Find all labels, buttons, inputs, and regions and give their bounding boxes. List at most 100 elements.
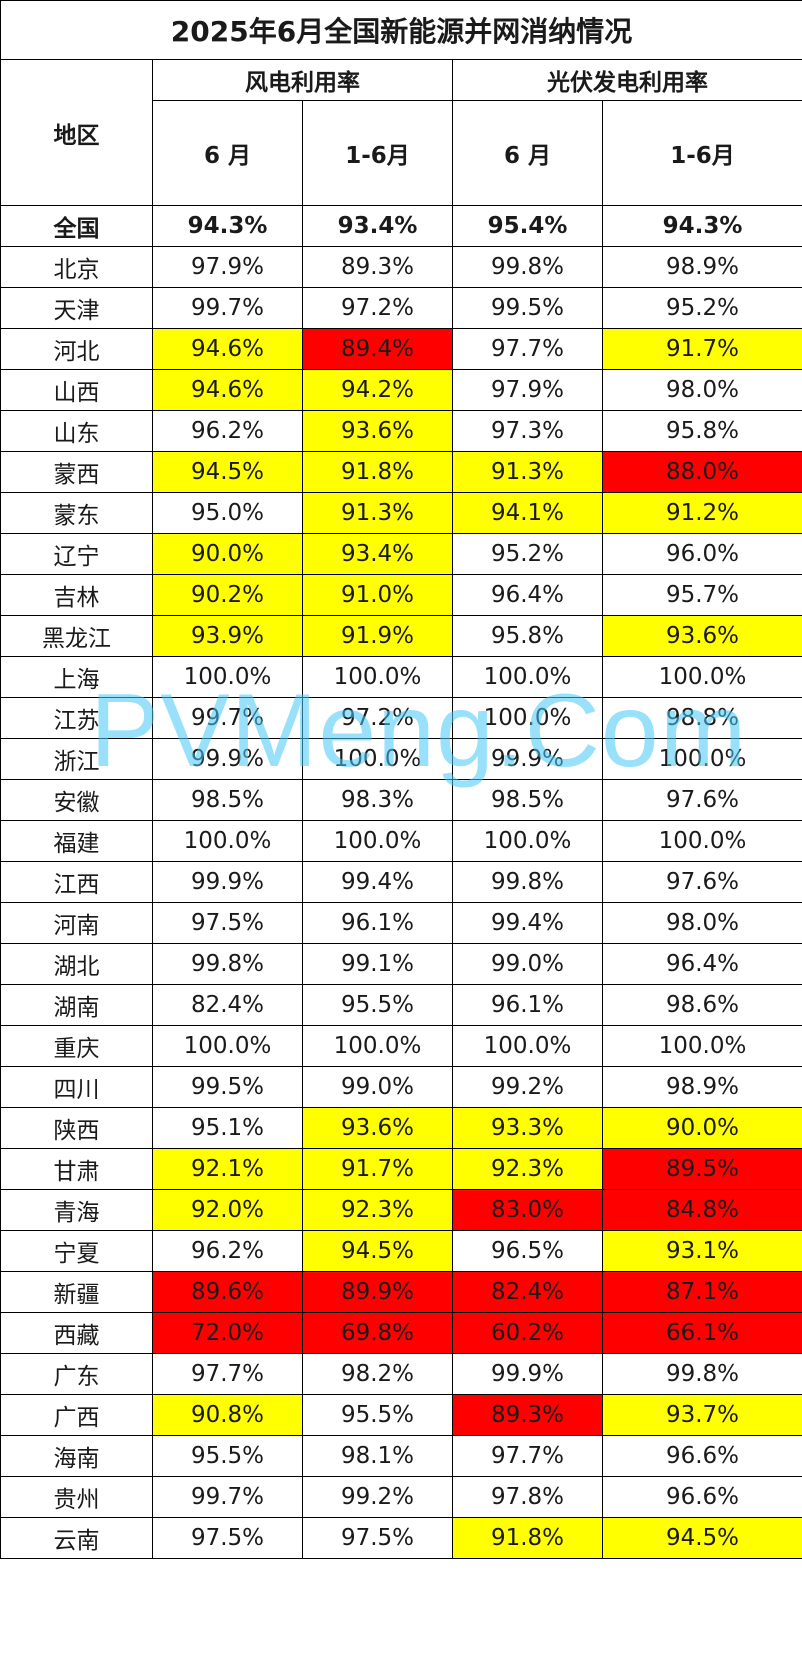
region-cell: 上海: [0, 656, 153, 698]
solar-ytd-cell: 98.6%: [602, 984, 802, 1026]
wind-ytd-cell: 89.9%: [302, 1271, 453, 1313]
wind-ytd-cell: 97.2%: [302, 287, 453, 329]
table-row: 宁夏 96.2% 94.5% 96.5% 93.1%: [0, 1230, 802, 1272]
wind-ytd-cell: 95.5%: [302, 984, 453, 1026]
region-cell: 重庆: [0, 1025, 153, 1067]
table-row: 新疆 89.6% 89.9% 82.4% 87.1%: [0, 1271, 802, 1313]
solar-month-cell: 95.4%: [452, 205, 603, 247]
solar-month-cell: 99.4%: [452, 902, 603, 944]
solar-ytd-cell: 98.8%: [602, 697, 802, 739]
solar-ytd-cell: 94.3%: [602, 205, 802, 247]
solar-ytd-cell: 100.0%: [602, 820, 802, 862]
solar-month-cell: 98.5%: [452, 779, 603, 821]
solar-month-cell: 96.5%: [452, 1230, 603, 1272]
table-row: 贵州 99.7% 99.2% 97.8% 96.6%: [0, 1476, 802, 1518]
wind-month-cell: 95.1%: [152, 1107, 303, 1149]
solar-ytd-cell: 90.0%: [602, 1107, 802, 1149]
region-cell: 广东: [0, 1353, 153, 1395]
wind-ytd-cell: 91.3%: [302, 492, 453, 534]
region-cell: 北京: [0, 246, 153, 288]
region-cell: 新疆: [0, 1271, 153, 1313]
wind-ytd-cell: 99.4%: [302, 861, 453, 903]
solar-ytd-cell: 95.8%: [602, 410, 802, 452]
region-cell: 河南: [0, 902, 153, 944]
wind-month-cell: 90.0%: [152, 533, 303, 575]
table-row: 海南 95.5% 98.1% 97.7% 96.6%: [0, 1435, 802, 1477]
region-cell: 四川: [0, 1066, 153, 1108]
wind-ytd-cell: 95.5%: [302, 1394, 453, 1436]
wind-month-cell: 97.5%: [152, 902, 303, 944]
wind-ytd-cell: 96.1%: [302, 902, 453, 944]
table-row: 湖北 99.8% 99.1% 99.0% 96.4%: [0, 943, 802, 985]
wind-month-cell: 100.0%: [152, 656, 303, 698]
wind-month-cell: 94.3%: [152, 205, 303, 247]
solar-ytd-cell: 97.6%: [602, 861, 802, 903]
wind-month-cell: 99.9%: [152, 861, 303, 903]
wind-ytd-cell: 99.1%: [302, 943, 453, 985]
solar-month-cell: 97.7%: [452, 1435, 603, 1477]
wind-month-cell: 96.2%: [152, 1230, 303, 1272]
solar-ytd-cell: 93.6%: [602, 615, 802, 657]
wind-month-cell: 90.8%: [152, 1394, 303, 1436]
solar-ytd-cell: 99.8%: [602, 1353, 802, 1395]
region-cell: 黑龙江: [0, 615, 153, 657]
table-row: 全国 94.3% 93.4% 95.4% 94.3%: [0, 205, 802, 247]
table-row: 青海 92.0% 92.3% 83.0% 84.8%: [0, 1189, 802, 1231]
solar-ytd-cell: 88.0%: [602, 451, 802, 493]
wind-month-cell: 82.4%: [152, 984, 303, 1026]
solar-ytd-cell: 98.0%: [602, 902, 802, 944]
wind-month-cell: 92.1%: [152, 1148, 303, 1190]
solar-month-cell: 89.3%: [452, 1394, 603, 1436]
solar-ytd-cell: 94.5%: [602, 1517, 802, 1559]
wind-month-cell: 98.5%: [152, 779, 303, 821]
solar-month-cell: 99.5%: [452, 287, 603, 329]
solar-month-cell: 92.3%: [452, 1148, 603, 1190]
solar-month-cell: 100.0%: [452, 656, 603, 698]
region-cell: 福建: [0, 820, 153, 862]
region-cell: 吉林: [0, 574, 153, 616]
table-row: 重庆 100.0% 100.0% 100.0% 100.0%: [0, 1025, 802, 1067]
region-cell: 江苏: [0, 697, 153, 739]
solar-ytd-cell: 84.8%: [602, 1189, 802, 1231]
region-cell: 蒙西: [0, 451, 153, 493]
wind-month-cell: 97.5%: [152, 1517, 303, 1559]
solar-ytd-cell: 91.2%: [602, 492, 802, 534]
solar-ytd-cell: 96.0%: [602, 533, 802, 575]
wind-ytd-cell: 91.7%: [302, 1148, 453, 1190]
solar-ytd-cell: 95.2%: [602, 287, 802, 329]
region-cell: 全国: [0, 205, 153, 247]
solar-month-cell: 100.0%: [452, 1025, 603, 1067]
solar-ytd-cell: 96.6%: [602, 1476, 802, 1518]
table-row: 广西 90.8% 95.5% 89.3% 93.7%: [0, 1394, 802, 1436]
solar-month-cell: 100.0%: [452, 697, 603, 739]
region-column-header: 地区: [0, 59, 153, 206]
table-row: 陕西 95.1% 93.6% 93.3% 90.0%: [0, 1107, 802, 1149]
solar-month-cell: 91.8%: [452, 1517, 603, 1559]
solar-ytd-cell: 89.5%: [602, 1148, 802, 1190]
wind-ytd-cell: 93.6%: [302, 1107, 453, 1149]
table-row: 江西 99.9% 99.4% 99.8% 97.6%: [0, 861, 802, 903]
wind-ytd-cell: 100.0%: [302, 820, 453, 862]
wind-month-cell: 100.0%: [152, 820, 303, 862]
wind-month-header: 6 月: [152, 100, 303, 206]
solar-utilization-header: 光伏发电利用率: [452, 59, 802, 101]
region-cell: 山东: [0, 410, 153, 452]
table-row: 甘肃 92.1% 91.7% 92.3% 89.5%: [0, 1148, 802, 1190]
wind-month-cell: 99.7%: [152, 287, 303, 329]
table-row: 广东 97.7% 98.2% 99.9% 99.8%: [0, 1353, 802, 1395]
region-cell: 广西: [0, 1394, 153, 1436]
solar-month-cell: 99.0%: [452, 943, 603, 985]
solar-ytd-cell: 98.0%: [602, 369, 802, 411]
solar-month-cell: 99.8%: [452, 246, 603, 288]
solar-month-cell: 95.8%: [452, 615, 603, 657]
wind-ytd-cell: 100.0%: [302, 656, 453, 698]
wind-month-cell: 93.9%: [152, 615, 303, 657]
solar-month-cell: 99.8%: [452, 861, 603, 903]
wind-ytd-cell: 98.3%: [302, 779, 453, 821]
wind-month-cell: 99.9%: [152, 738, 303, 780]
region-cell: 江西: [0, 861, 153, 903]
table-row: 云南 97.5% 97.5% 91.8% 94.5%: [0, 1517, 802, 1559]
solar-ytd-cell: 93.7%: [602, 1394, 802, 1436]
wind-ytd-cell: 89.4%: [302, 328, 453, 370]
